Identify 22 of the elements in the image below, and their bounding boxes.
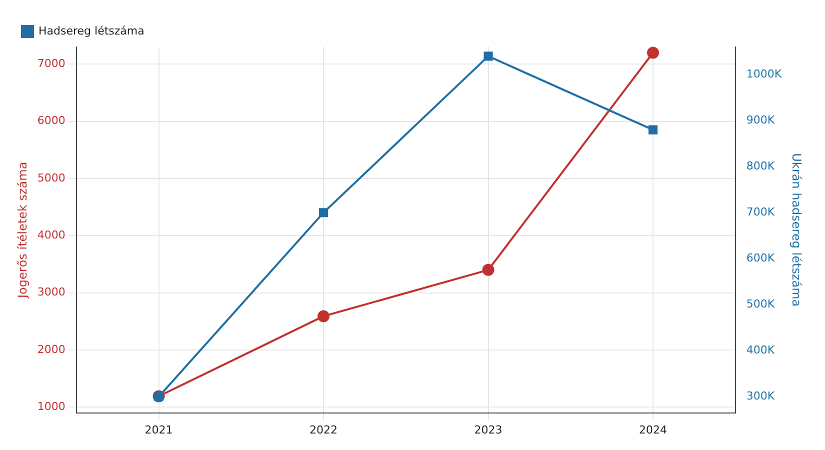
y2-tick-label: 300K [746, 390, 776, 403]
y-tick-label: 3000 [37, 286, 66, 299]
y2-tick-label: 500K [746, 298, 776, 311]
y2-tick-label: 900K [746, 113, 776, 126]
y2-tick-label: 700K [746, 206, 776, 219]
y-axis-title: Jogerős ítéletek száma [15, 162, 30, 299]
x-tick-label: 2021 [144, 423, 173, 436]
y-tick-label: 5000 [37, 171, 66, 184]
y2-tick-label: 600K [746, 252, 776, 265]
y2-tick-label: 400K [746, 344, 776, 357]
y2-tick-label: 1000K [746, 67, 782, 80]
y2-axis-title: Ukrán hadsereg létszáma [790, 153, 804, 307]
y2-tick-label: 800K [746, 159, 776, 172]
x-tick-label: 2022 [310, 423, 338, 436]
y-tick-label: 7000 [37, 57, 66, 70]
y-tick-label: 4000 [37, 228, 66, 242]
x-tick-label: 2024 [639, 423, 668, 436]
y-tick-label: 6000 [37, 114, 66, 128]
legend-label: Hadsereg létszáma [38, 24, 144, 38]
y-tick-label: 1000 [37, 400, 66, 413]
x-tick-label: 2023 [474, 423, 502, 436]
y-tick-label: 2000 [37, 342, 66, 356]
